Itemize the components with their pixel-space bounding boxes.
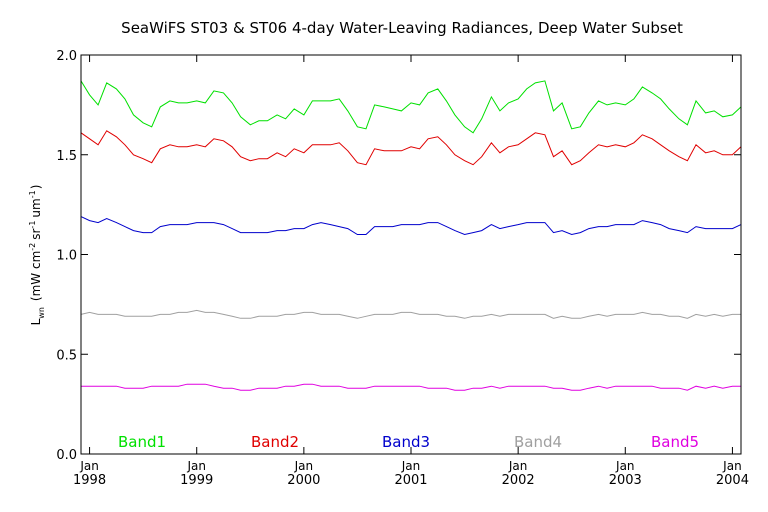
legend-item-band4: Band4 bbox=[514, 433, 562, 451]
series-line-band2 bbox=[80, 130, 742, 166]
ylabel-lwn: L bbox=[29, 318, 43, 325]
legend-item-band1: Band1 bbox=[118, 433, 166, 451]
x-tick-month: Jan bbox=[294, 459, 314, 473]
series-lines bbox=[80, 80, 742, 391]
chart-title: SeaWiFS ST03 & ST06 4-day Water-Leaving … bbox=[121, 19, 683, 37]
y-tick-label: 1.0 bbox=[56, 249, 77, 264]
y-tick-label: 2.0 bbox=[56, 49, 77, 64]
ylabel-close: ) bbox=[29, 185, 43, 190]
legend-item-band5: Band5 bbox=[651, 433, 699, 451]
x-tick-month: Jan bbox=[79, 459, 99, 473]
ylabel-cm-exp: -2 bbox=[28, 243, 37, 251]
plot-frame bbox=[80, 54, 742, 455]
y-ticks: 0.0 0.5 1.0 1.5 2.0 bbox=[56, 49, 741, 463]
series-line-band3 bbox=[80, 216, 742, 236]
x-ticks: Jan1998Jan1999Jan2000Jan2001Jan2002Jan20… bbox=[73, 55, 749, 488]
ylabel-um-exp: -1 bbox=[28, 190, 37, 198]
x-tick-year: 1998 bbox=[73, 473, 106, 488]
ylabel-sr: sr bbox=[29, 228, 43, 239]
legend-item-band2: Band2 bbox=[251, 433, 299, 451]
svg-text:Lwn(mW cm-2sr-1um-1): Lwn(mW cm-2sr-1um-1) bbox=[28, 185, 46, 326]
ylabel-sr-exp: -1 bbox=[28, 221, 37, 229]
x-tick-year: 1999 bbox=[180, 473, 213, 488]
ylabel-open: (mW cm bbox=[29, 251, 43, 301]
x-tick-year: 2002 bbox=[502, 473, 535, 488]
x-tick-month: Jan bbox=[186, 459, 206, 473]
y-tick-label: 1.5 bbox=[56, 149, 77, 164]
y-tick-label: 0.0 bbox=[56, 448, 77, 463]
x-tick-month: Jan bbox=[615, 459, 635, 473]
y-tick-label: 0.5 bbox=[56, 348, 77, 363]
x-tick-year: 2001 bbox=[394, 473, 427, 488]
y-axis-label: Lwn(mW cm-2sr-1um-1) bbox=[28, 185, 46, 326]
series-line-band5 bbox=[81, 383, 741, 391]
legend: Band1 Band2 Band3 Band4 Band5 bbox=[118, 433, 699, 451]
x-tick-year: 2000 bbox=[287, 473, 320, 488]
legend-item-band3: Band3 bbox=[382, 433, 430, 451]
x-tick-month: Jan bbox=[508, 459, 528, 473]
x-tick-year: 2004 bbox=[716, 473, 749, 488]
ylabel-lwn-sub: wn bbox=[37, 307, 46, 319]
x-tick-month: Jan bbox=[401, 459, 421, 473]
series-line-band4 bbox=[80, 309, 741, 319]
x-tick-month: Jan bbox=[722, 459, 742, 473]
ylabel-um: um bbox=[29, 198, 43, 217]
x-tick-year: 2003 bbox=[609, 473, 642, 488]
series-line-band1 bbox=[80, 80, 742, 134]
